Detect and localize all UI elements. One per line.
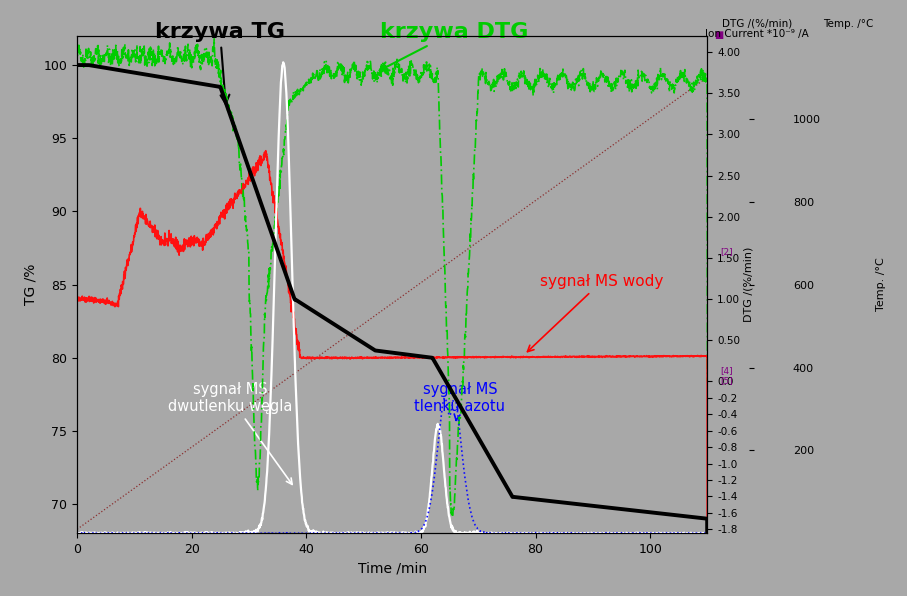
Y-axis label: Temp. /°C: Temp. /°C — [876, 257, 886, 312]
Text: [5]: [5] — [720, 376, 733, 385]
Text: sygnał MS
tlenku azotu: sygnał MS tlenku azotu — [414, 381, 505, 420]
Y-axis label: DTG /(%/min): DTG /(%/min) — [743, 247, 753, 322]
Text: Temp. /°C: Temp. /°C — [823, 19, 873, 29]
Text: Ion Current *10⁻⁹ /A: Ion Current *10⁻⁹ /A — [706, 29, 809, 39]
Text: [4]: [4] — [720, 366, 733, 375]
Text: ■: ■ — [714, 30, 723, 41]
Text: krzywa TG: krzywa TG — [155, 22, 285, 104]
X-axis label: Time /min: Time /min — [357, 561, 427, 576]
Text: DTG /(%/min): DTG /(%/min) — [722, 19, 793, 29]
Text: [2]: [2] — [720, 247, 733, 256]
Text: sygnał MS wody: sygnał MS wody — [528, 274, 663, 352]
Text: krzywa DTG: krzywa DTG — [380, 22, 529, 70]
Text: sygnał MS
dwutlenku węgla: sygnał MS dwutlenku węgla — [168, 381, 292, 485]
Y-axis label: TG /%: TG /% — [24, 264, 38, 305]
